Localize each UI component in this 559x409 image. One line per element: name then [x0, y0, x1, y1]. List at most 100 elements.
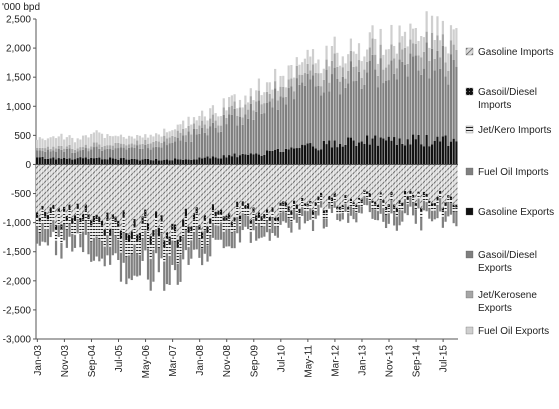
bar-fueloil-imports: [49, 224, 52, 238]
bar-gasoil-exports: [357, 71, 361, 143]
bar-fueloil-imports: [44, 229, 47, 243]
bar-fueloil-imports: [390, 200, 393, 214]
bar-jet-imports: [341, 207, 344, 213]
bar-gasoil-imports: [257, 212, 261, 218]
bar-jet-imports: [201, 238, 204, 249]
bar-jet-imports: [447, 197, 450, 203]
bar-jet-imports: [455, 207, 458, 212]
bar-jet-imports: [173, 231, 177, 242]
bar-gasoil-exports: [100, 150, 104, 160]
bar-jet-imports: [109, 235, 112, 247]
bar-fueloil-exports: [149, 134, 152, 144]
bar-gasoil-imports: [455, 204, 458, 208]
bar-fueloil-exports: [136, 134, 139, 141]
bar-gasoil-imports: [441, 207, 444, 211]
bar-jet-imports: [211, 210, 215, 224]
bar-jet-imports: [260, 220, 263, 227]
bar-jet-imports: [384, 209, 388, 215]
bar-fueloil-exports: [336, 52, 339, 67]
bar-gasoline-imports: [455, 164, 458, 205]
bar-jet-imports: [133, 227, 136, 244]
bar-gasoil-exports: [171, 142, 174, 161]
bar-fueloil-imports: [455, 211, 458, 227]
bar-gasoline-imports: [341, 164, 344, 205]
bar-gasoil-imports: [366, 191, 369, 194]
bar-gasoil-exports: [141, 148, 144, 160]
bar-gasoil-imports: [430, 203, 434, 206]
bar-jet-imports: [352, 204, 355, 210]
bar-jet-exports: [184, 135, 187, 142]
bar-fueloil-imports: [249, 232, 252, 243]
bar-gasoil-imports: [130, 231, 133, 240]
bar-fueloil-imports: [436, 205, 439, 219]
bar-jet-imports: [287, 210, 290, 219]
bar-jet-exports: [257, 90, 261, 101]
bar-gasoline-imports: [447, 164, 450, 196]
bar-fueloil-imports: [149, 259, 152, 291]
bar-jet-exports: [90, 146, 93, 150]
bar-gasoline-imports: [306, 164, 309, 204]
bar-fueloil-exports: [393, 45, 396, 59]
bar-gasoline-imports: [222, 164, 225, 217]
bar-jet-imports: [119, 238, 123, 253]
bar-jet-imports: [192, 219, 196, 233]
bar-gasoil-exports: [119, 147, 123, 159]
bar-jet-exports: [395, 68, 398, 80]
bar-fueloil-imports: [119, 252, 123, 282]
bar-jet-imports: [417, 194, 420, 199]
bar-gasoil-exports: [228, 114, 231, 156]
bar-gasoline-exports: [401, 143, 404, 165]
bar-gasoil-imports: [71, 218, 74, 224]
legend-label: Jet/Kero Imports: [478, 125, 551, 136]
bar-jet-exports: [157, 141, 160, 148]
bar-jet-exports: [371, 38, 374, 55]
bar-gasoline-imports: [290, 164, 293, 211]
bar-fueloil-exports: [68, 135, 71, 145]
bar-jet-exports: [49, 148, 52, 152]
bar-fueloil-exports: [366, 49, 369, 62]
bar-fueloil-imports: [330, 206, 334, 213]
bar-gasoil-exports: [268, 101, 271, 151]
bar-jet-exports: [317, 73, 320, 86]
bar-gasoil-imports: [190, 226, 193, 231]
bar-gasoline-imports: [133, 164, 136, 220]
bar-fueloil-exports: [414, 28, 417, 44]
bar-gasoil-exports: [236, 125, 239, 158]
bar-gasoil-exports: [449, 54, 453, 142]
bar-gasoil-exports: [176, 137, 179, 160]
bar-gasoil-imports: [73, 215, 77, 221]
bar-fueloil-imports: [320, 201, 323, 208]
bar-gasoline-exports: [36, 157, 39, 165]
bar-jet-exports: [203, 124, 206, 133]
bar-gasoil-imports: [211, 204, 215, 211]
bar-jet-imports: [57, 212, 60, 226]
bar-gasoline-imports: [303, 164, 307, 204]
x-tick-label: Jul-15: [439, 345, 450, 373]
bar-gasoil-exports: [260, 113, 263, 156]
bar-fueloil-imports: [247, 216, 250, 230]
bar-gasoline-exports: [109, 157, 112, 165]
bar-gasoline-exports: [292, 148, 296, 165]
bar-gasoil-exports: [201, 127, 204, 159]
bar-gasoil-imports: [201, 231, 204, 239]
legend-swatch: [465, 87, 474, 96]
bar-gasoil-imports: [344, 195, 347, 199]
bar-fueloil-imports: [133, 243, 136, 276]
bar-jet-exports: [111, 145, 114, 150]
bar-gasoline-exports: [52, 157, 55, 165]
bar-fueloil-imports: [130, 254, 133, 281]
bar-gasoline-imports: [163, 164, 166, 241]
bar-fueloil-exports: [165, 132, 169, 139]
bar-gasoline-imports: [268, 164, 271, 218]
bar-gasoline-imports: [41, 164, 44, 206]
bar-fueloil-exports: [63, 139, 66, 149]
bar-gasoil-exports: [230, 114, 233, 157]
bar-fueloil-imports: [338, 213, 342, 222]
bar-fueloil-imports: [103, 246, 106, 267]
bar-gasoil-exports: [49, 151, 52, 159]
bar-jet-imports: [130, 239, 133, 255]
bar-fueloil-imports: [241, 213, 244, 231]
bar-gasoline-exports: [366, 135, 369, 165]
